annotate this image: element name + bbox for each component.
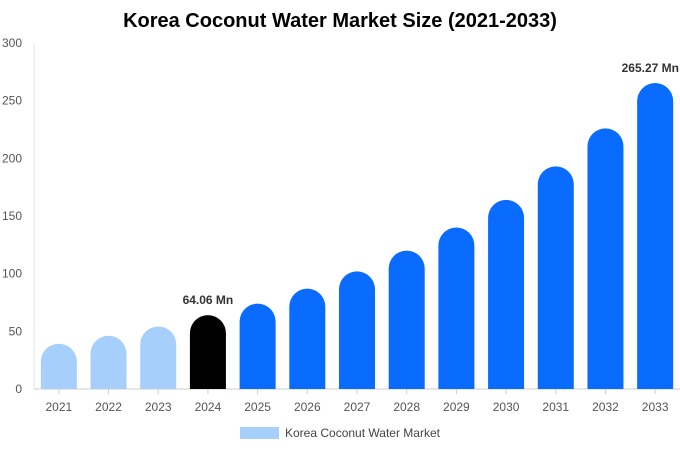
bar[interactable] <box>637 83 674 389</box>
x-tick-label: 2023 <box>145 400 172 414</box>
y-tick-label: 300 <box>2 36 22 50</box>
bar[interactable] <box>140 326 177 389</box>
bar[interactable] <box>388 250 425 389</box>
x-tick-label: 2029 <box>443 400 470 414</box>
bar[interactable] <box>239 303 276 389</box>
x-tick-label: 2022 <box>95 400 122 414</box>
legend-swatch <box>240 427 279 439</box>
y-axis: 0 50 100 150 200 250 300 <box>2 36 35 396</box>
bar[interactable] <box>90 335 127 389</box>
bar[interactable] <box>40 343 77 389</box>
x-tick-label: 2025 <box>244 400 271 414</box>
bar[interactable] <box>537 166 574 389</box>
y-tick-label: 0 <box>15 382 22 396</box>
x-tick-label: 2027 <box>344 400 371 414</box>
x-tick-label: 2033 <box>642 400 669 414</box>
y-tick-label: 100 <box>2 267 22 281</box>
x-tick-label: 2021 <box>45 400 72 414</box>
x-tick-label: 2030 <box>493 400 520 414</box>
y-tick-label: 150 <box>2 209 22 223</box>
bar[interactable] <box>438 227 475 389</box>
y-tick-label: 200 <box>2 151 22 165</box>
bar[interactable] <box>189 315 226 389</box>
data-labels: 64.06 Mn 265.27 Mn <box>183 61 679 307</box>
data-label: 64.06 Mn <box>183 293 234 307</box>
bar[interactable] <box>587 128 624 389</box>
bars <box>40 83 674 389</box>
x-tick-label: 2032 <box>592 400 619 414</box>
data-label: 265.27 Mn <box>622 61 679 75</box>
chart-title: Korea Coconut Water Market Size (2021-20… <box>123 10 557 32</box>
bar[interactable] <box>289 288 326 389</box>
legend-label: Korea Coconut Water Market <box>285 426 441 440</box>
bar[interactable] <box>488 199 525 389</box>
bar[interactable] <box>339 271 375 389</box>
y-tick-label: 250 <box>2 94 22 108</box>
legend[interactable]: Korea Coconut Water Market <box>240 426 441 440</box>
y-tick-label: 50 <box>9 324 23 338</box>
x-tick-label: 2026 <box>294 400 321 414</box>
x-tick-label: 2024 <box>195 400 222 414</box>
x-tick-label: 2031 <box>542 400 569 414</box>
x-axis: 2021 2022 2023 2024 2025 2026 2027 2028 2029 2030… <box>34 388 680 414</box>
x-tick-label: 2028 <box>393 400 420 414</box>
